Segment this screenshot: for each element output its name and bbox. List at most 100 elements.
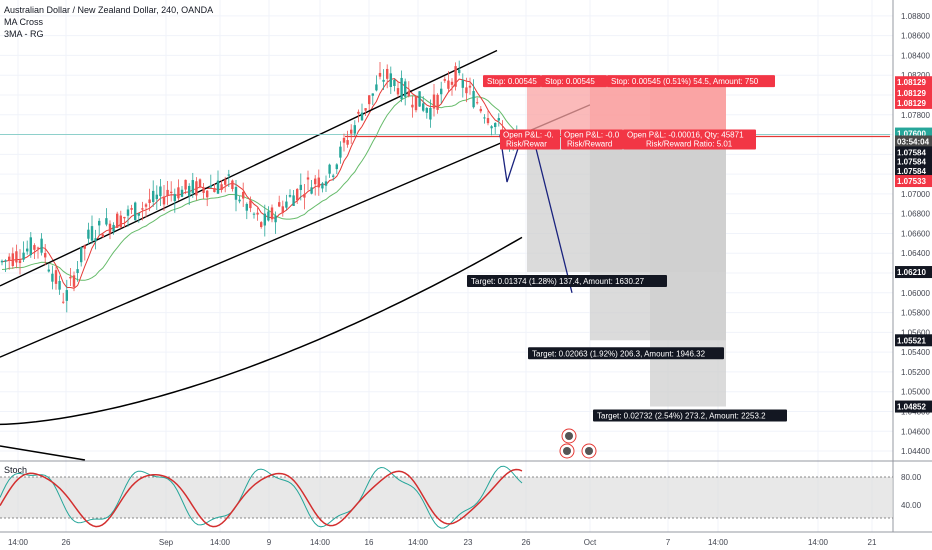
candle-body — [51, 273, 54, 282]
candle-body — [458, 69, 461, 74]
candle-body — [119, 215, 122, 228]
price-tick-label: 1.08800 — [901, 12, 930, 21]
candle-body — [177, 187, 180, 199]
price-tick-label: 1.04400 — [901, 447, 930, 456]
trend-channel[interactable] — [0, 49, 591, 461]
indicator-3ma[interactable]: 3MA - RG — [4, 29, 44, 39]
candle-body — [324, 181, 328, 186]
stoch-title[interactable]: Stoch — [4, 465, 28, 475]
time-tick-label: 26 — [522, 538, 531, 547]
candle-body — [404, 81, 407, 97]
candle-body — [270, 207, 274, 220]
position-zones[interactable] — [0, 82, 890, 407]
price-label-box — [895, 334, 932, 347]
candle-body — [198, 179, 202, 187]
candle-body — [328, 164, 331, 174]
channel-upper — [0, 49, 498, 287]
candle-body — [44, 253, 47, 258]
candle-body — [256, 212, 259, 215]
price-axis[interactable]: 1.088001.086001.084001.082001.080001.078… — [892, 0, 932, 532]
candle-body — [155, 194, 158, 200]
time-axis[interactable]: 14:00 26 Sep 14:00 9 14:00 16 14:00 23 26 Oct 7 14:0… — [0, 531, 932, 547]
candle-body — [494, 123, 497, 128]
pnl-box-2-box — [561, 129, 623, 150]
candle-body — [303, 194, 306, 198]
event-icon-dot — [585, 447, 593, 455]
moving-averages — [0, 77, 523, 426]
price-label-box — [895, 87, 932, 100]
time-tick-label: 21 — [868, 538, 877, 547]
candle-body — [465, 87, 468, 94]
candle-body — [375, 84, 378, 91]
pnl-box-1-box — [500, 129, 560, 150]
candle-body — [242, 191, 245, 199]
candle-body — [26, 248, 29, 252]
price-label: 1.08129 — [897, 89, 926, 98]
candle-body — [90, 226, 94, 241]
candle-body — [245, 203, 248, 211]
time-tick-label: 26 — [62, 538, 71, 547]
candle-body — [364, 108, 367, 111]
indicator-ma-cross[interactable]: MA Cross — [4, 17, 44, 27]
candle-body — [58, 280, 61, 290]
candle-body — [152, 190, 155, 202]
candle-body — [339, 146, 342, 158]
candle-body — [260, 222, 263, 228]
stop-zone — [650, 82, 726, 137]
candle-body — [209, 185, 212, 188]
candle-body — [69, 276, 72, 279]
time-tick-label: 14:00 — [408, 538, 429, 547]
time-tick-label: Sep — [159, 538, 174, 547]
candle-body — [54, 270, 58, 284]
candle-body — [292, 195, 295, 206]
candle-body — [98, 220, 101, 226]
price-label-box — [895, 400, 932, 413]
candle-body — [231, 180, 234, 190]
candle-body — [346, 140, 349, 145]
candle-body — [483, 117, 486, 119]
candle-body — [389, 73, 392, 87]
candle-body — [263, 213, 266, 226]
candle-body — [195, 181, 198, 196]
candle-body — [94, 238, 97, 242]
candle-body — [8, 256, 11, 261]
event-icons[interactable] — [559, 428, 597, 459]
ma-green-line — [1, 95, 518, 281]
candle-body — [162, 196, 166, 205]
ma-black-line — [0, 236, 523, 426]
stop-label-3: Stop: 0.00545 (0.51%) 54.5, Amount: 750 — [611, 77, 759, 86]
candle-body — [288, 195, 292, 197]
stoch-d-line — [0, 468, 523, 528]
candle-body — [497, 118, 500, 121]
stoch-level-label: 40.00 — [901, 501, 922, 510]
candle-body — [123, 216, 126, 219]
candle-body — [80, 247, 83, 263]
time-tick-label: 14:00 — [808, 538, 829, 547]
candle-body — [227, 174, 230, 176]
candle-body — [108, 223, 112, 234]
price-tick-label: 1.06400 — [901, 249, 930, 258]
price-label: 1.07584 — [897, 167, 926, 176]
time-tick-label: 14:00 — [310, 538, 331, 547]
candle-body — [360, 112, 364, 121]
candle-body — [216, 180, 220, 194]
candle-body — [130, 208, 133, 210]
candle-body — [357, 111, 360, 114]
price-label-box — [895, 76, 932, 89]
price-label-box — [895, 96, 932, 109]
candle-body — [378, 72, 382, 77]
candle-body — [332, 175, 335, 177]
target-label-3-box — [593, 409, 787, 422]
price-label-box — [895, 266, 932, 279]
pnl-label-1: Open P&L: -0. — [503, 131, 554, 140]
rr-label-3: Risk/Reward Ratio: 5.01 — [646, 140, 733, 149]
event-icon-dot — [565, 432, 573, 440]
candle-body — [137, 213, 140, 216]
price-tick-label: 1.06000 — [901, 289, 930, 298]
time-tick-label: 16 — [365, 538, 374, 547]
candle-body — [40, 238, 43, 253]
candles — [0, 60, 518, 313]
candle-body — [486, 118, 490, 124]
candle-body — [166, 189, 169, 196]
